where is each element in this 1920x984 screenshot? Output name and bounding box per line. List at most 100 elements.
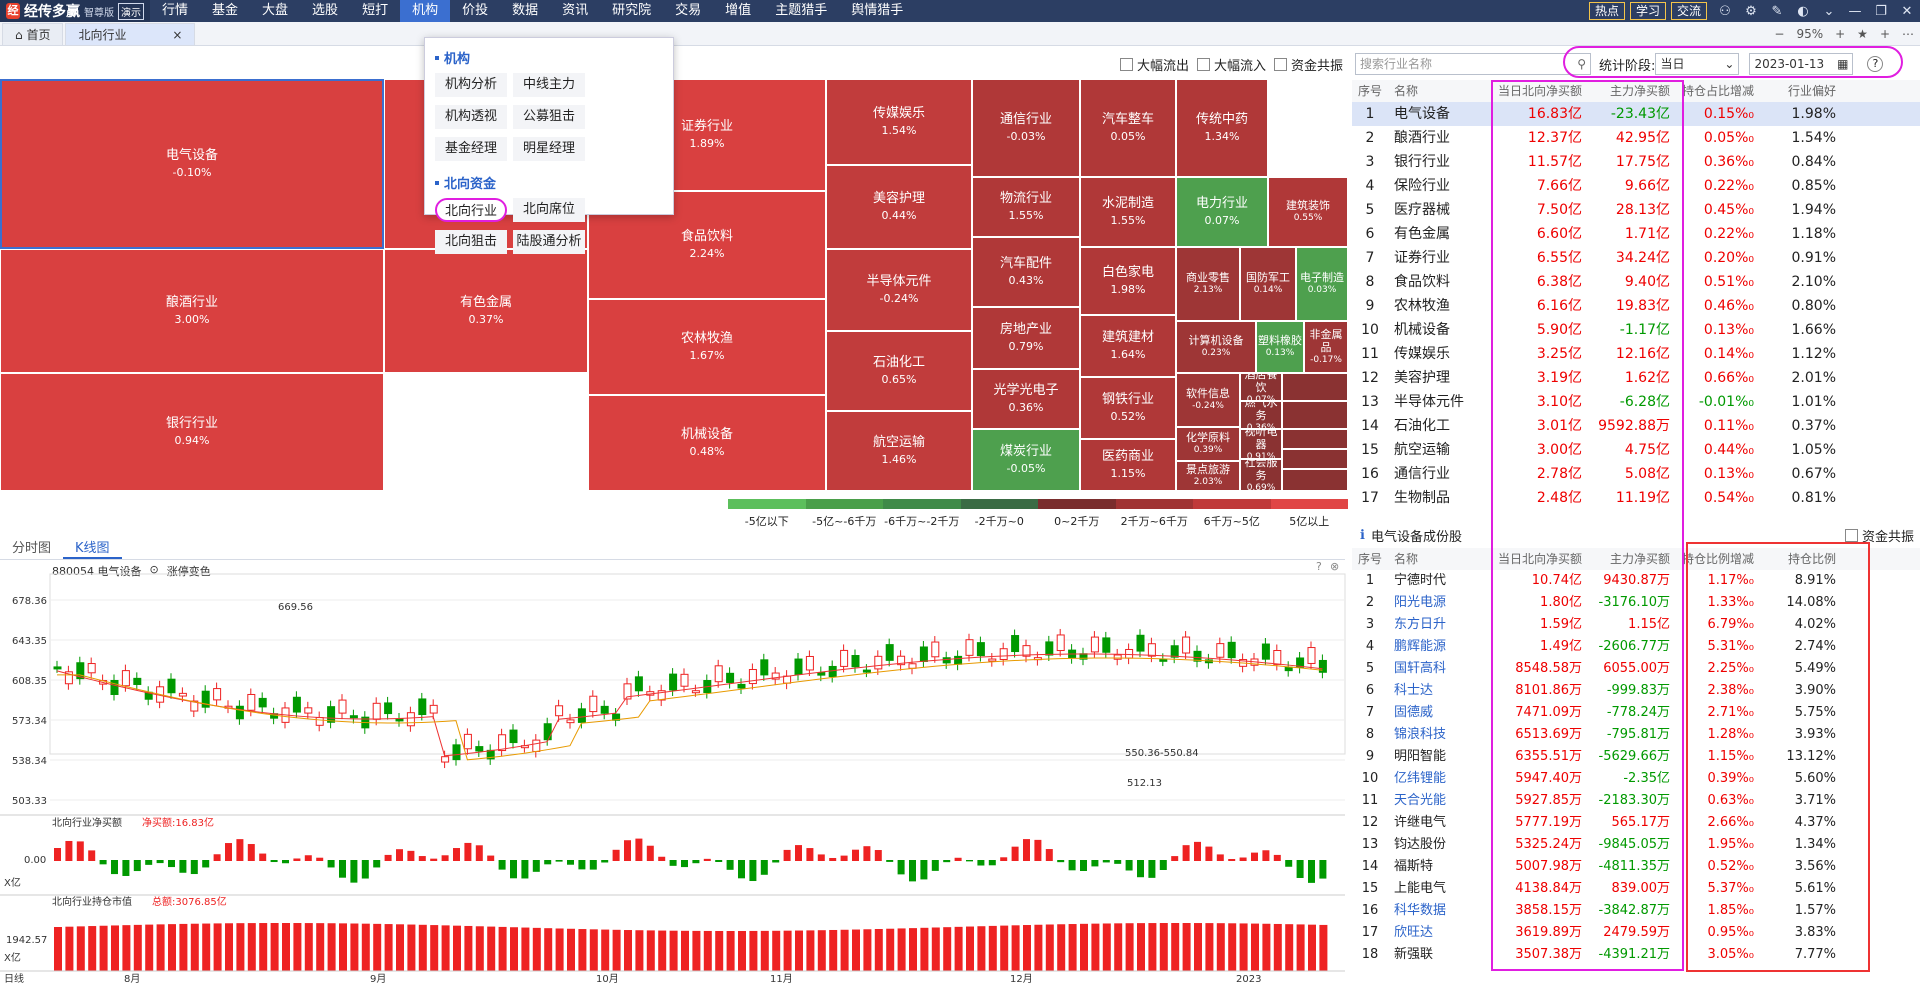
zoom-out-icon[interactable]: − [1774,27,1785,41]
help-icon[interactable]: ? [1867,56,1884,72]
table-row[interactable]: 6 科士达 8101.86万 -999.83万 2.38%₀ 3.90% [1352,680,1920,702]
table-row[interactable]: 10 亿纬锂能 5947.40万 -2.35亿 0.39%₀ 5.60% [1352,768,1920,790]
table-row[interactable]: 11 传媒娱乐 3.25亿 12.16亿 0.14%₀ 1.12% [1352,342,1920,366]
menu-item-1[interactable]: 基金 [212,3,239,18]
treemap-cell[interactable]: 房地产业 0.79% [972,307,1080,369]
fund-resonance-checkbox[interactable]: 资金共振 [1274,55,1343,74]
menu-item-5[interactable]: 机构 [400,0,451,22]
dropdown-item[interactable]: 机构分析 [435,73,507,97]
menu-item-11[interactable]: 增值 [725,3,752,18]
table-row[interactable]: 4 鹏辉能源 1.49亿 -2606.77万 5.31%₀ 2.74% [1352,636,1920,658]
big-inflow-checkbox[interactable]: 大幅流入 [1197,55,1266,74]
treemap-cell[interactable]: 有色金属 0.37% [384,249,588,373]
chart-close-icon[interactable]: ⊗ [1330,560,1339,573]
table-row[interactable]: 14 福斯特 5007.98万 -4811.35万 0.52%₀ 3.56% [1352,856,1920,878]
checkbox-box[interactable] [1844,528,1858,542]
more-icon[interactable]: ⋯ [1902,27,1914,41]
treemap-cell[interactable]: 化学原料 0.39% [1176,427,1240,461]
treemap-cell[interactable]: 软件信息 -0.24% [1176,373,1240,427]
table-row[interactable]: 4 保险行业 7.66亿 9.66亿 0.22%₀ 0.85% [1352,174,1920,198]
table-row[interactable]: 7 固德威 7471.09万 -778.24万 2.71%₀ 5.75% [1352,702,1920,724]
menu-item-7[interactable]: 数据 [512,3,539,18]
table-row[interactable]: 1 电气设备 16.83亿 -23.43亿 0.15%₀ 1.98% [1352,102,1920,126]
column-header[interactable]: 持仓占比增减 [1681,84,1754,98]
chart-help-icon[interactable]: ? [1316,560,1322,573]
demo-badge[interactable]: 演示 [118,2,144,20]
menu-item-2[interactable]: 大盘 [262,3,289,18]
skin-icon[interactable]: ◐ [1797,3,1809,19]
star-icon[interactable]: ★ [1857,27,1868,41]
zoom-in-icon[interactable]: + [1835,27,1846,41]
treemap-cell[interactable]: 白色家电 1.98% [1080,247,1176,315]
column-header[interactable]: 当日北向净买额 [1497,84,1582,98]
table-row[interactable]: 12 美容护理 3.19亿 1.62亿 0.66%₀ 2.01% [1352,366,1920,390]
chart-mode[interactable]: 涨停变色 [166,565,211,578]
menu-item-8[interactable]: 资讯 [562,3,589,18]
treemap-cell[interactable]: 燃气水务 0.36% [1240,401,1282,429]
menu-item-4[interactable]: 短打 [362,3,389,18]
table-row[interactable]: 8 锦浪科技 6513.69万 -795.81万 1.28%₀ 3.93% [1352,724,1920,746]
table-row[interactable]: 12 许继电气 5777.19万 565.17万 2.66%₀ 4.37% [1352,812,1920,834]
tab-intraday[interactable]: 分时图 [12,541,52,556]
menu-item-13[interactable]: 舆情猎手 [851,3,904,18]
table-row[interactable]: 1 宁德时代 10.74亿 9430.87万 1.17%₀ 8.91% [1352,570,1920,592]
table-row[interactable]: 5 医疗器械 7.50亿 28.13亿 0.45%₀ 1.94% [1352,198,1920,222]
table-row[interactable]: 9 农林牧渔 6.16亿 19.83亿 0.46%₀ 0.80% [1352,294,1920,318]
column-header[interactable]: 当日北向净买额 [1497,552,1582,566]
treemap-cell-small[interactable] [1282,429,1348,449]
fund-resonance-checkbox-2[interactable]: 资金共振 [1844,526,1914,545]
table-row[interactable]: 16 通信行业 2.78亿 5.08亿 0.13%₀ 0.67% [1352,462,1920,486]
table-row[interactable]: 2 阳光电源 1.80亿 -3176.10万 1.33%₀ 14.08% [1352,592,1920,614]
menu-item-9[interactable]: 研究院 [612,3,652,18]
table-row[interactable]: 15 航空运输 3.00亿 4.75亿 0.44%₀ 1.05% [1352,438,1920,462]
treemap-cell[interactable]: 煤炭行业 -0.05% [972,429,1080,491]
column-header[interactable]: 序号 [1357,84,1382,98]
treemap-cell[interactable]: 传媒娱乐 1.54% [826,79,972,165]
treemap-cell[interactable]: 景点旅游 2.03% [1176,461,1240,491]
tab-north-industry[interactable]: 北向行业 × [65,23,196,45]
treemap-cell[interactable]: 医药商业 1.15% [1080,439,1176,491]
treemap-cell[interactable]: 美容护理 0.44% [826,165,972,249]
table-row[interactable]: 18 新强联 3507.38万 -4391.21万 3.05%₀ 7.77% [1352,944,1920,966]
dropdown-item[interactable]: 机构透视 [435,105,507,129]
treemap-cell[interactable]: 计算机设备 0.23% [1176,321,1256,373]
table-row[interactable]: 14 石油化工 3.01亿 9592.88万 0.11%₀ 0.37% [1352,414,1920,438]
column-header[interactable]: 持仓比例增减 [1681,552,1754,566]
add-icon[interactable]: + [1879,27,1890,41]
study-button[interactable]: 学习 [1629,2,1666,20]
dropdown-item[interactable]: 北向席位 [513,198,585,222]
treemap-cell[interactable]: 半导体元件 -0.24% [826,249,972,331]
treemap-cell[interactable]: 电力行业 0.07% [1176,177,1268,247]
table-row[interactable]: 9 明阳智能 6355.51万 -5629.66万 1.15%₀ 13.12% [1352,746,1920,768]
tab-kline[interactable]: K线图 [63,538,122,559]
exchange-button[interactable]: 交流 [1670,2,1707,20]
treemap-cell[interactable]: 电气设备 -0.10% [0,79,384,249]
checkbox-box[interactable] [1120,57,1133,71]
table-row[interactable]: 6 有色金属 6.60亿 1.71亿 0.22%₀ 1.18% [1352,222,1920,246]
treemap-cell-small[interactable] [1282,373,1348,401]
tab-home[interactable]: ⌂ 首页 [2,23,64,45]
checkbox-box[interactable] [1197,57,1211,71]
checkbox-box[interactable] [1274,57,1288,71]
menu-item-10[interactable]: 交易 [675,3,702,18]
table-row[interactable]: 5 国轩高科 8548.58万 6055.00万 2.25%₀ 5.49% [1352,658,1920,680]
treemap-cell[interactable]: 航空运输 1.46% [826,411,972,491]
settings-icon[interactable]: ⚙ [1745,3,1757,19]
treemap-cell[interactable]: 商业零售 2.13% [1176,247,1240,321]
collapse-icon[interactable]: ⌄ [1823,3,1835,19]
treemap-cell[interactable]: 酿酒行业 3.00% [0,249,384,373]
table-row[interactable]: 16 科华数据 3858.15万 -3842.87万 1.85%₀ 1.57% [1352,900,1920,922]
table-row[interactable]: 13 半导体元件 3.10亿 -6.28亿 -0.01%₀ 1.01% [1352,390,1920,414]
treemap-cell[interactable]: 农林牧渔 1.67% [588,299,826,395]
treemap-cell[interactable]: 社会服务 0.69% [1240,459,1282,491]
kline-chart[interactable]: 678.36 643.35 608.35 573.34 538.34 503.33 669.… [0,560,1348,984]
menu-item-12[interactable]: 主题猎手 [775,3,828,18]
treemap-cell[interactable]: 塑料橡胶 0.13% [1256,321,1304,373]
menu-item-0[interactable]: 行情 [162,3,189,18]
table-row[interactable]: 10 机械设备 5.90亿 -1.17亿 0.13%₀ 1.66% [1352,318,1920,342]
dropdown-icon[interactable]: ⊙ [149,563,159,576]
treemap-cell[interactable]: 传统中药 1.34% [1176,79,1268,177]
treemap-cell-small[interactable] [1282,469,1348,491]
period-select[interactable]: 当日 ⌄ [1655,53,1740,75]
treemap-cell[interactable]: 物流行业 1.55% [972,177,1080,237]
